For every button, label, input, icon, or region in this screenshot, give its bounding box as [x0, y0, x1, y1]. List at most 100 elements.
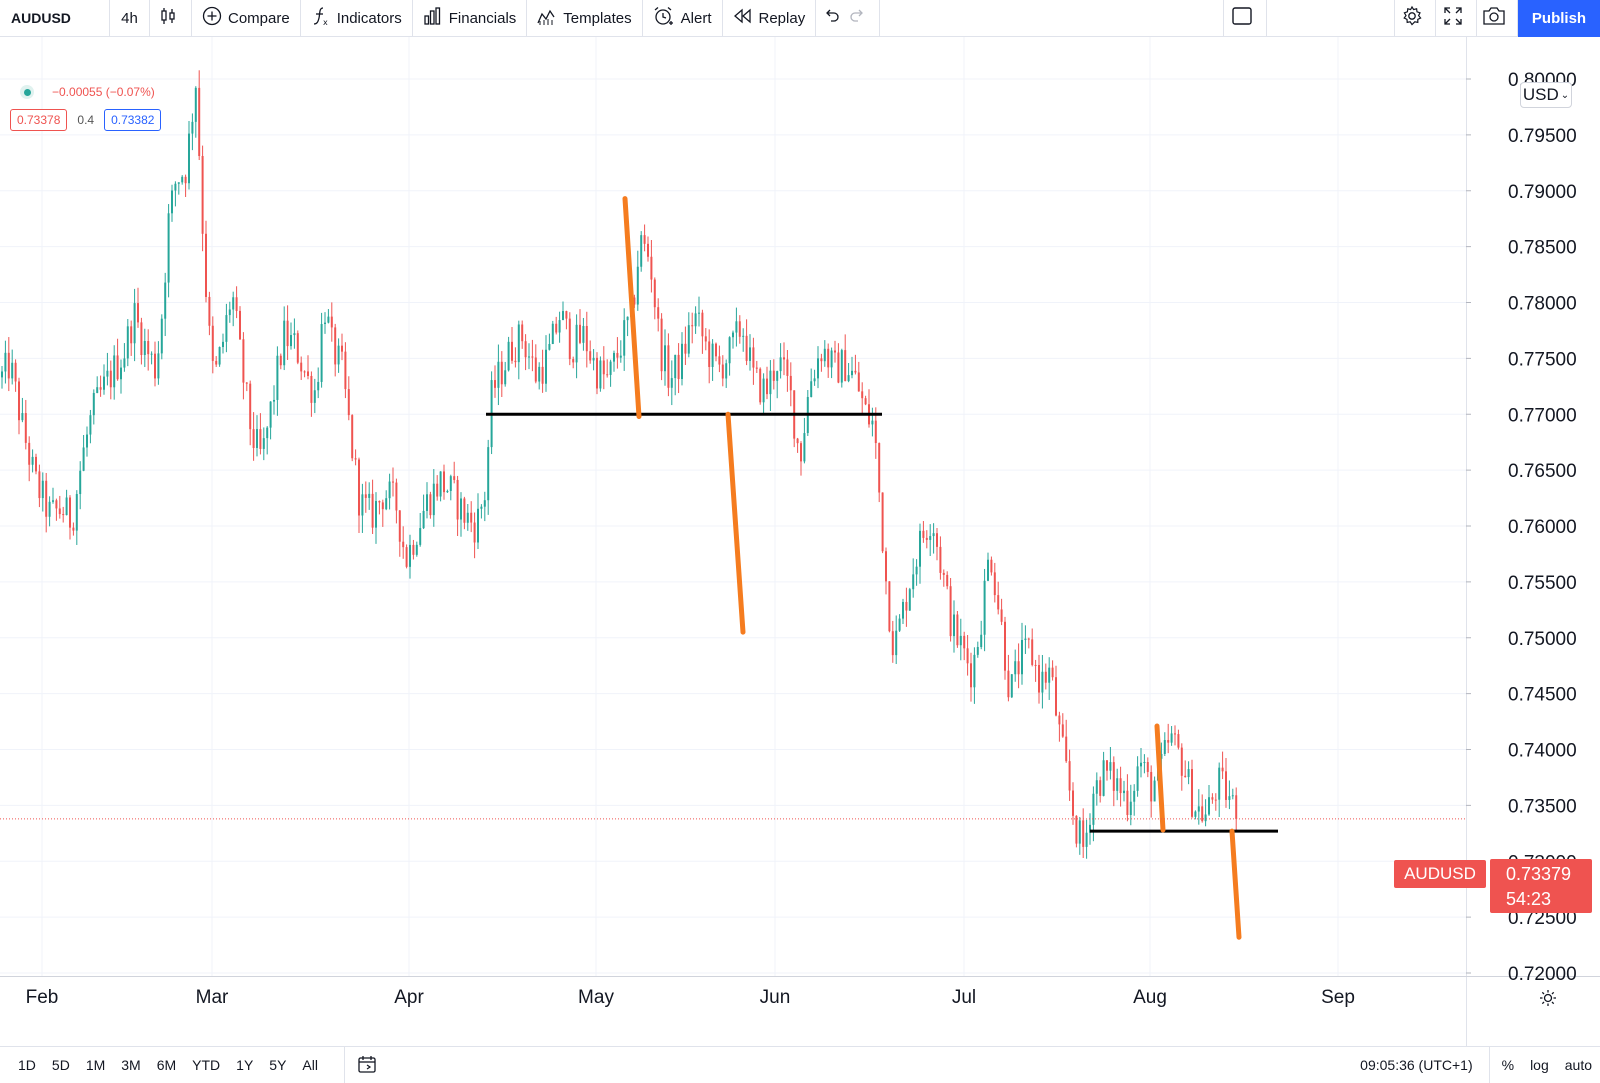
range-button-6m[interactable]: 6M	[156, 1057, 177, 1073]
time-tick-label: Jun	[760, 987, 791, 1008]
range-button-1y[interactable]: 1Y	[236, 1057, 254, 1073]
candle-down-body	[701, 312, 704, 337]
settings-button[interactable]	[1395, 0, 1436, 37]
candle-up-body	[698, 312, 700, 314]
chart-area[interactable]: 0.80000 0.79500 0.79000 0.78500 0.78000 0.775…	[0, 37, 1600, 1083]
sell-price-box[interactable]: 0.73378	[10, 109, 68, 131]
financials-button[interactable]: Financials	[413, 0, 528, 37]
layout-button[interactable]	[1223, 0, 1267, 37]
candle-down-body	[310, 375, 313, 403]
candle-up-body	[762, 378, 765, 403]
candle-down-body	[239, 310, 241, 340]
candle-up-body	[466, 512, 469, 523]
candle-up-body	[932, 533, 935, 537]
candle-down-body	[521, 324, 524, 342]
snapshot-button[interactable]	[1477, 0, 1518, 37]
candle-down-body	[1075, 815, 1078, 844]
candle-up-body	[670, 378, 673, 388]
candle-up-body	[92, 392, 95, 416]
candle-up-body	[1187, 769, 1190, 778]
candle-down-body	[643, 235, 646, 244]
range-button-5y[interactable]: 5Y	[269, 1057, 287, 1073]
market-status-icon[interactable]	[20, 85, 34, 99]
candle-up-body	[361, 494, 364, 516]
candle-down-body	[579, 324, 581, 343]
candle-down-body	[1031, 639, 1034, 665]
candles-icon	[158, 6, 184, 30]
candle-down-body	[827, 348, 830, 368]
candle-down-body	[990, 559, 993, 573]
candle-down-body	[786, 359, 789, 376]
redo-icon[interactable]	[848, 7, 872, 29]
candle-up-body	[674, 354, 677, 379]
price-chart[interactable]: 0.800000.795000.790000.785000.780000.775…	[0, 37, 1600, 1046]
alert-label: Alert	[680, 9, 712, 27]
candle-up-body	[313, 390, 316, 403]
candle-up-body	[953, 614, 955, 637]
candle-down-body	[242, 339, 245, 383]
indicators-label: Indicators	[336, 9, 402, 27]
interval-button[interactable]: 4h	[110, 0, 150, 37]
range-button-all[interactable]: All	[302, 1057, 318, 1073]
publish-button[interactable]: Publish	[1518, 0, 1600, 37]
candle-up-body	[1218, 767, 1221, 800]
auto-toggle[interactable]: auto	[1557, 1047, 1600, 1083]
candle-up-body	[609, 361, 612, 375]
indicators-button[interactable]: x Indicators	[301, 0, 413, 37]
percent-toggle[interactable]: %	[1494, 1047, 1522, 1083]
currency-select[interactable]: USD ⌄	[1520, 82, 1572, 108]
templates-button[interactable]: Templates	[527, 0, 643, 37]
symbol-search-button[interactable]: AUDUSD	[0, 0, 110, 37]
replay-button[interactable]: Replay	[723, 0, 817, 37]
candle-down-body	[766, 378, 768, 395]
candle-down-body	[147, 341, 150, 355]
price-tick-label: 0.78500	[1508, 238, 1577, 259]
compare-button[interactable]: Compare	[192, 0, 301, 37]
candle-up-body	[1092, 793, 1095, 825]
range-button-3m[interactable]: 3M	[121, 1057, 141, 1073]
range-button-1d[interactable]: 1D	[18, 1057, 36, 1073]
candle-up-body	[1228, 796, 1231, 800]
undo-icon[interactable]	[823, 7, 847, 29]
candle-down-body	[660, 318, 663, 372]
candle-down-body	[35, 456, 37, 472]
templates-icon	[537, 6, 563, 30]
candle-down-body	[45, 480, 48, 517]
candle-down-body	[473, 522, 476, 543]
candle-down-body	[198, 87, 201, 156]
log-toggle[interactable]: log	[1522, 1047, 1557, 1083]
interval-label: 4h	[121, 9, 138, 27]
candle-up-body	[636, 266, 639, 305]
candle-down-body	[351, 415, 354, 459]
function-icon: x	[311, 6, 337, 30]
range-button-1m[interactable]: 1M	[85, 1057, 106, 1073]
candle-up-body	[320, 324, 323, 382]
candle-up-body	[1102, 760, 1105, 796]
clock-timezone[interactable]: 09:05:36 (UTC+1)	[1360, 1046, 1490, 1083]
candle-down-body	[1065, 736, 1068, 762]
time-tick-label: Aug	[1133, 987, 1167, 1008]
candle-down-body	[211, 325, 214, 361]
candle-up-body	[919, 530, 921, 567]
candle-down-body	[1191, 769, 1193, 817]
buy-price-box[interactable]: 0.73382	[104, 109, 162, 131]
price-tick-label: 0.75500	[1508, 573, 1577, 594]
time-axis-settings-button[interactable]	[1536, 988, 1560, 1012]
drawings[interactable]	[486, 196, 1278, 940]
range-button-ytd[interactable]: YTD	[192, 1057, 221, 1073]
go-to-date-button[interactable]	[343, 1046, 390, 1083]
candle-up-body	[847, 375, 850, 382]
candle-down-body	[334, 327, 337, 365]
candle-down-body	[1119, 778, 1122, 794]
candle-up-body	[613, 352, 615, 362]
candle-down-body	[667, 345, 670, 388]
price-tick-label: 0.74500	[1508, 685, 1577, 706]
range-button-5d[interactable]: 5D	[51, 1057, 70, 1073]
candle-up-body	[324, 322, 326, 325]
candle-down-body	[330, 316, 333, 328]
candle-down-body	[970, 663, 972, 688]
candle-up-body	[504, 370, 507, 385]
fullscreen-button[interactable]	[1436, 0, 1477, 37]
alert-button[interactable]: Alert	[643, 0, 723, 37]
chart-type-button[interactable]	[150, 0, 192, 37]
